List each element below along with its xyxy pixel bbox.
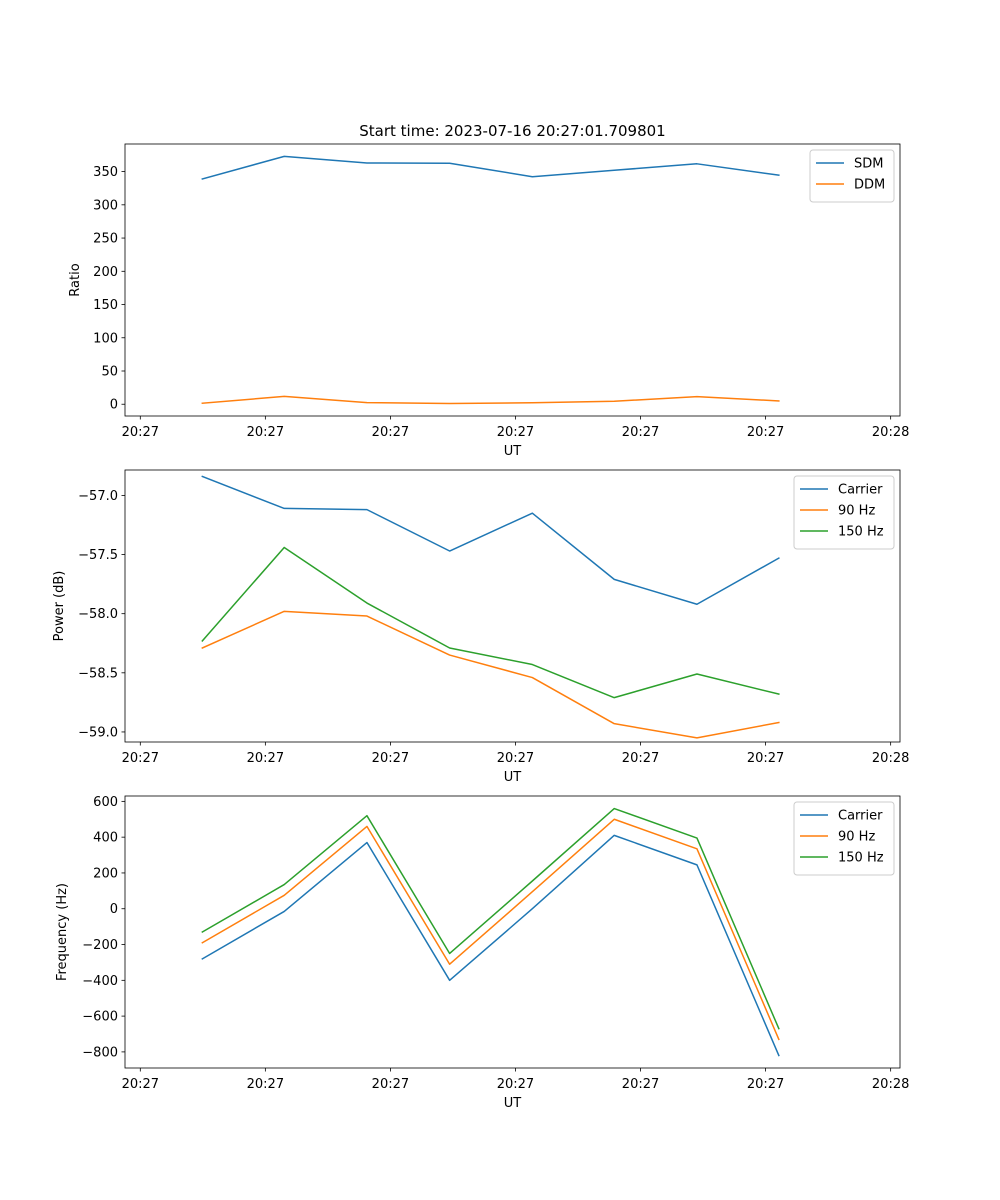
y-axis-label: Frequency (Hz) <box>55 883 70 981</box>
y-tick-label: 0 <box>110 902 118 917</box>
y-tick-label: −57.5 <box>78 548 118 563</box>
y-tick-label: 0 <box>110 398 118 413</box>
y-axis-label: Ratio <box>68 263 83 296</box>
y-tick-label: 200 <box>93 265 118 280</box>
legend-label: 90 Hz <box>838 504 875 519</box>
x-tick-label: 20:27 <box>622 425 659 440</box>
x-tick-label: 20:27 <box>372 425 409 440</box>
y-tick-label: −58.5 <box>78 666 118 681</box>
y-tick-label: −57.0 <box>78 489 118 504</box>
x-tick-label: 20:27 <box>497 751 534 766</box>
y-tick-label: −200 <box>82 938 118 953</box>
legend-label: 150 Hz <box>838 525 884 540</box>
x-tick-label: 20:27 <box>247 425 284 440</box>
x-tick-label: 20:27 <box>747 751 784 766</box>
chart-1: Start time: 2023-07-16 20:27:01.709801 20… <box>68 122 909 459</box>
y-tick-label: −59.0 <box>78 725 118 740</box>
legend: Carrier 90 Hz 150 Hz <box>793 475 895 550</box>
series-line-carrier <box>201 475 780 605</box>
series-line-90-hz <box>201 610 780 739</box>
x-tick-label: 20:27 <box>497 1077 534 1092</box>
chart-2: 20:27 20:27 20:27 20:27 20:27 20:27 20:28 −59.0… <box>52 469 909 785</box>
series-line-150-hz <box>201 807 780 1030</box>
y-tick-label: −800 <box>82 1045 118 1060</box>
y-tick-label: −600 <box>82 1010 118 1025</box>
legend-label: Carrier <box>838 809 883 824</box>
y-tick-label: 300 <box>93 198 118 213</box>
y-tick-label: −400 <box>82 974 118 989</box>
x-tick-label: 20:27 <box>122 425 159 440</box>
x-tick-label: 20:27 <box>247 1077 284 1092</box>
axes-frame <box>124 469 901 743</box>
series-line-carrier <box>201 834 780 1057</box>
series-line-sdm <box>201 155 780 180</box>
x-tick-label: 20:28 <box>872 425 909 440</box>
axes-frame <box>124 795 901 1069</box>
legend: Carrier 90 Hz 150 Hz <box>793 801 895 876</box>
axes-frame <box>124 143 901 417</box>
y-tick-label: 600 <box>93 795 118 810</box>
legend-label: DDM <box>854 178 885 193</box>
x-axis-label: UT <box>504 770 522 785</box>
legend: SDM DDM <box>809 149 895 203</box>
y-tick-label: 400 <box>93 831 118 846</box>
x-tick-label: 20:28 <box>872 751 909 766</box>
legend-label: 150 Hz <box>838 851 884 866</box>
y-tick-label: 350 <box>93 165 118 180</box>
y-axis-label: Power (dB) <box>52 571 67 642</box>
y-tick-label: −58.0 <box>78 607 118 622</box>
chart-3: 20:27 20:27 20:27 20:27 20:27 20:27 20:28 −800 −… <box>55 795 909 1111</box>
x-tick-label: 20:27 <box>747 425 784 440</box>
y-tick-label: 150 <box>93 298 118 313</box>
chart-title: Start time: 2023-07-16 20:27:01.709801 <box>359 122 665 140</box>
x-tick-label: 20:27 <box>372 1077 409 1092</box>
x-tick-label: 20:27 <box>122 1077 159 1092</box>
x-axis-label: UT <box>504 444 522 459</box>
x-tick-label: 20:27 <box>247 751 284 766</box>
series-line-ddm <box>201 395 780 405</box>
x-tick-label: 20:27 <box>747 1077 784 1092</box>
x-tick-label: 20:27 <box>372 751 409 766</box>
y-tick-label: 50 <box>101 364 118 379</box>
y-tick-label: 200 <box>93 866 118 881</box>
series-line-90-hz <box>201 818 780 1041</box>
series-line-150-hz <box>201 546 780 699</box>
x-tick-label: 20:28 <box>872 1077 909 1092</box>
legend-label: SDM <box>854 157 883 172</box>
y-tick-label: 100 <box>93 331 118 346</box>
x-tick-label: 20:27 <box>622 751 659 766</box>
x-axis-label: UT <box>504 1096 522 1111</box>
x-tick-label: 20:27 <box>122 751 159 766</box>
y-tick-label: 250 <box>93 232 118 247</box>
x-tick-label: 20:27 <box>497 425 534 440</box>
legend-label: Carrier <box>838 483 883 498</box>
x-tick-label: 20:27 <box>622 1077 659 1092</box>
legend-label: 90 Hz <box>838 830 875 845</box>
